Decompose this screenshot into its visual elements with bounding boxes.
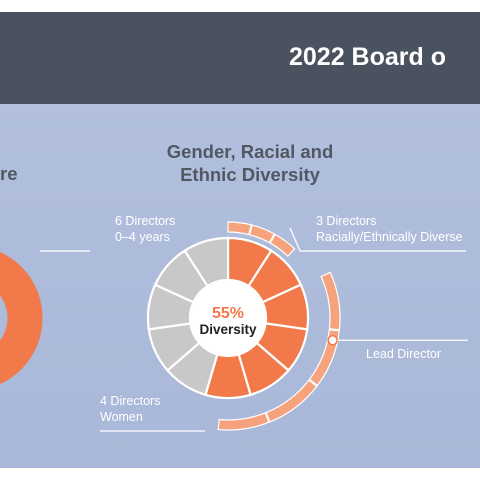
diverse-director-arc — [227, 221, 252, 236]
diverse-count: 3 Directors — [316, 214, 377, 228]
lead-director-marker — [327, 334, 338, 346]
women-detail: Women — [100, 410, 143, 424]
header-bar — [0, 12, 480, 104]
tenure-title-fragment: re — [0, 163, 18, 184]
diverse-director-arc — [248, 224, 276, 244]
center-value: 55% — [212, 305, 244, 322]
diverse-director-arc — [269, 233, 296, 257]
tenure-donut — [0, 252, 43, 384]
annotation-leader-lines — [40, 227, 468, 432]
tenure-count: 6 Directors — [115, 214, 176, 228]
diversity-chart-title: Gender, Racial and Ethnic Diversity — [166, 141, 334, 185]
donut-center — [191, 281, 265, 355]
director-arcs — [217, 221, 341, 431]
women-director-arc — [217, 412, 270, 431]
tenure-detail: 0–4 years — [115, 230, 170, 244]
lead-director-label: Lead Director — [366, 347, 442, 361]
tenure-donut-ring — [0, 252, 43, 384]
women-count: 4 Directors — [100, 394, 161, 408]
diversity-donut — [146, 236, 310, 400]
women-director-arc — [265, 379, 318, 423]
women-annotation: 4 Directors Women — [100, 393, 160, 425]
diverse-leader-diag — [289, 227, 301, 252]
diverse-detail: Racially/Ethnically Diverse — [316, 230, 463, 244]
women-director-arc — [320, 271, 341, 331]
page-title: 2022 Board o — [289, 43, 447, 71]
center-label: Diversity — [199, 322, 257, 337]
tenure-annotation: 6 Directors 0–4 years — [115, 213, 175, 245]
non-diverse-segment — [183, 236, 230, 288]
diverse-annotation: 3 Directors Racially/Ethnically Diverse — [316, 213, 463, 245]
lead-director-annotation: Lead Director — [366, 346, 441, 362]
